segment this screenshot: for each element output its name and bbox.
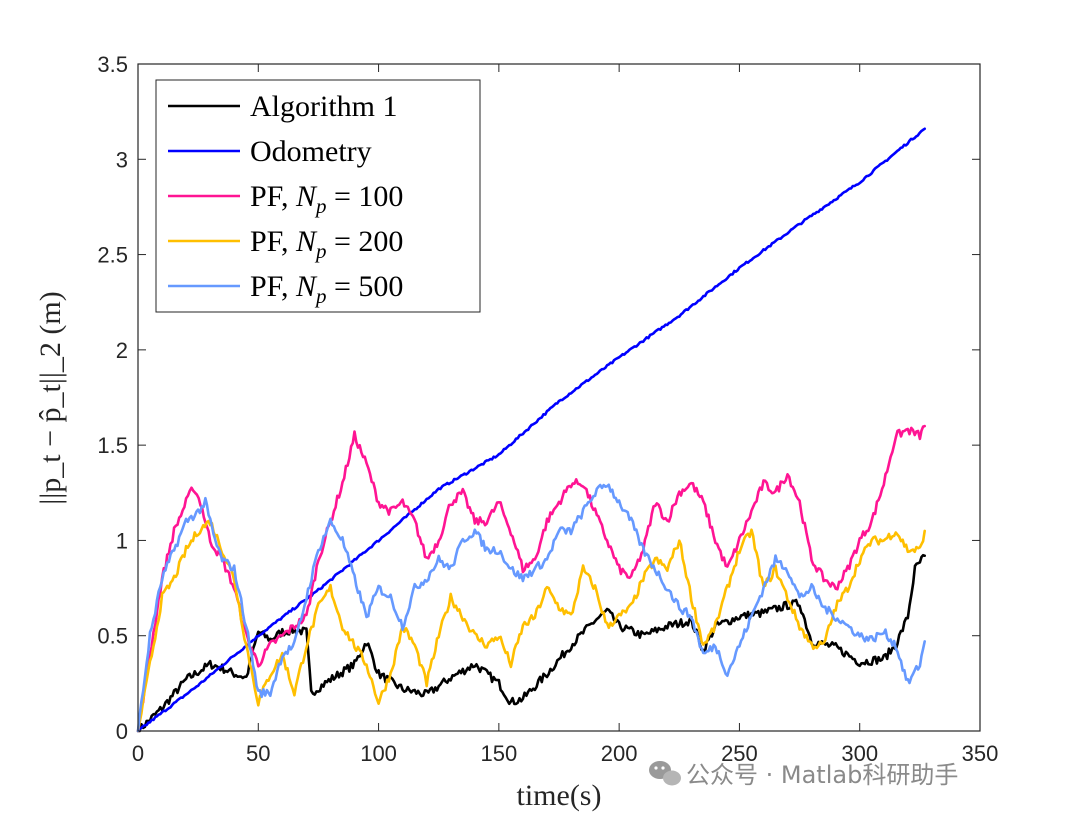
x-tick-label: 200 bbox=[601, 741, 638, 766]
y-tick-label: 0.5 bbox=[97, 624, 128, 649]
y-tick-label: 0 bbox=[116, 719, 128, 744]
wechat-icon bbox=[649, 761, 681, 786]
x-tick-label: 50 bbox=[246, 741, 270, 766]
x-axis-label: time(s) bbox=[517, 779, 602, 812]
y-tick-label: 1 bbox=[116, 528, 128, 553]
series-line-pf-n-p-500 bbox=[136, 483, 926, 733]
axis-ticks bbox=[137, 63, 981, 732]
legend-label: PF, Np = 200 bbox=[250, 225, 403, 263]
legend-label: Algorithm 1 bbox=[250, 90, 398, 123]
series-line-odometry bbox=[136, 127, 926, 733]
x-tick-label: 250 bbox=[721, 741, 758, 766]
x-tick-label: 0 bbox=[132, 741, 144, 766]
legend: Algorithm 1 Odometry PF, Np = 100 PF, Np = … bbox=[155, 79, 481, 313]
watermark: 公众号 · Matlab科研助手 bbox=[649, 761, 958, 789]
tick-labels: 0 50 100 150 200 250 300 350 0 0.5 1 1.5 2 2.5 3 3.5 bbox=[97, 52, 998, 766]
legend-label: PF, Np = 100 bbox=[250, 180, 403, 218]
y-tick-label: 2.5 bbox=[97, 243, 128, 268]
series-line-algorithm-1 bbox=[136, 553, 926, 733]
axes-box bbox=[137, 63, 981, 732]
x-tick-label: 300 bbox=[841, 741, 878, 766]
y-axis-label: ||p_t − p̂_t||_2 (m) bbox=[34, 291, 67, 504]
legend-label: PF, Np = 500 bbox=[250, 270, 403, 308]
x-tick-label: 100 bbox=[360, 741, 397, 766]
legend-label: Odometry bbox=[250, 135, 372, 168]
series-line-pf-n-p-100 bbox=[136, 424, 926, 733]
y-tick-label: 2 bbox=[116, 338, 128, 363]
series-line-pf-n-p-200 bbox=[136, 519, 926, 733]
plot-area bbox=[136, 127, 926, 733]
y-tick-label: 3.5 bbox=[97, 52, 128, 77]
watermark-text: 公众号 · Matlab科研助手 bbox=[686, 761, 958, 789]
y-tick-label: 1.5 bbox=[97, 433, 128, 458]
y-tick-label: 3 bbox=[116, 147, 128, 172]
x-tick-label: 350 bbox=[962, 741, 999, 766]
x-tick-label: 150 bbox=[480, 741, 517, 766]
